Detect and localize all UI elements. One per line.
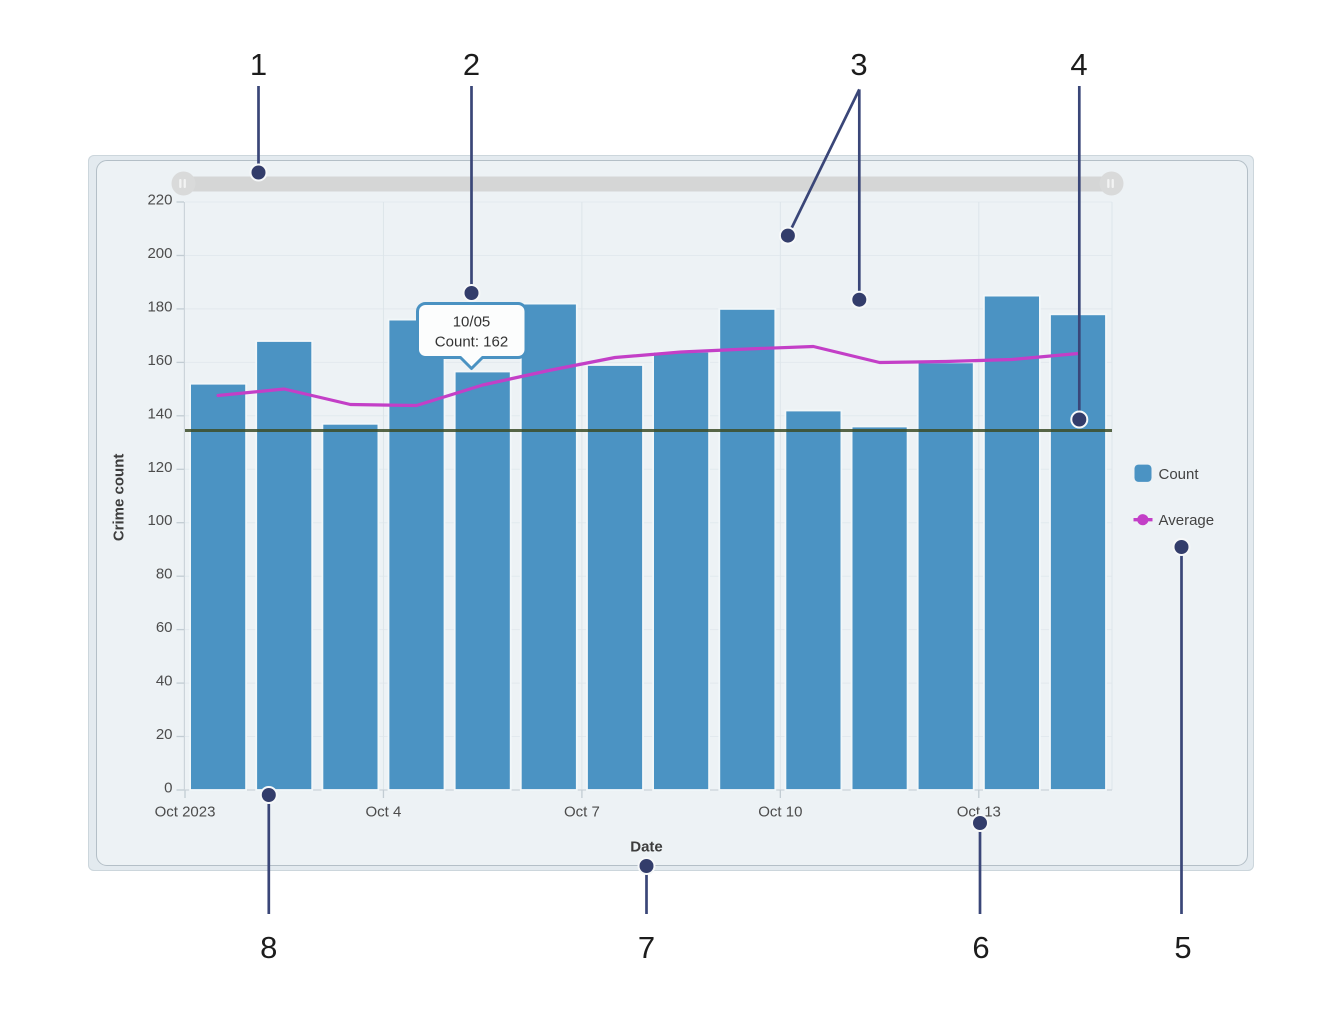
svg-text:40: 40 <box>156 673 173 690</box>
svg-text:140: 140 <box>147 405 172 422</box>
svg-text:200: 200 <box>147 245 172 262</box>
svg-text:80: 80 <box>156 566 173 583</box>
svg-text:2: 2 <box>463 47 480 82</box>
svg-text:7: 7 <box>638 930 655 965</box>
svg-text:Oct 13: Oct 13 <box>957 804 1001 821</box>
svg-text:Average: Average <box>1159 512 1215 529</box>
svg-text:6: 6 <box>972 930 989 965</box>
svg-text:4: 4 <box>1070 47 1087 82</box>
svg-text:Oct 10: Oct 10 <box>758 804 802 821</box>
svg-text:8: 8 <box>260 930 277 965</box>
svg-text:Crime count: Crime count <box>111 454 128 542</box>
svg-text:10/05: 10/05 <box>453 314 491 331</box>
svg-text:5: 5 <box>1174 930 1191 965</box>
svg-text:Date: Date <box>630 839 663 856</box>
svg-text:Oct 2023: Oct 2023 <box>155 804 216 821</box>
svg-text:Oct 7: Oct 7 <box>564 804 600 821</box>
svg-text:20: 20 <box>156 726 173 743</box>
svg-text:3: 3 <box>850 47 867 82</box>
svg-text:120: 120 <box>147 459 172 476</box>
svg-text:160: 160 <box>147 352 172 369</box>
svg-text:Count: 162: Count: 162 <box>435 334 508 351</box>
svg-text:Count: Count <box>1159 466 1200 483</box>
svg-text:220: 220 <box>147 192 172 209</box>
svg-text:1: 1 <box>250 47 267 82</box>
svg-text:Oct 4: Oct 4 <box>366 804 402 821</box>
svg-text:180: 180 <box>147 298 172 315</box>
svg-text:0: 0 <box>164 780 172 797</box>
svg-text:100: 100 <box>147 512 172 529</box>
svg-text:60: 60 <box>156 619 173 636</box>
